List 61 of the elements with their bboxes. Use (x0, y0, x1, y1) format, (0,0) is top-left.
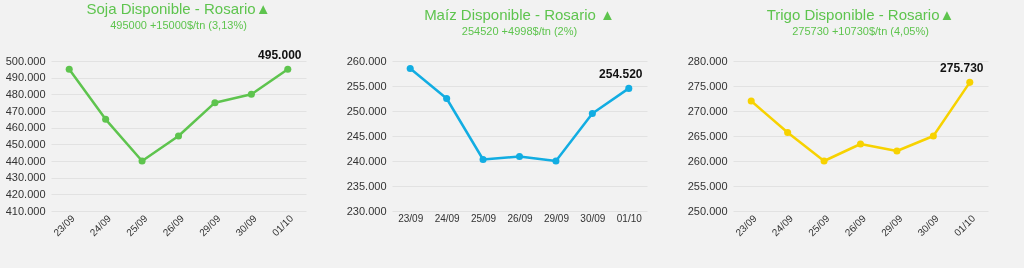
y-tick-label: 240.000 (346, 154, 387, 167)
point (552, 157, 560, 165)
point (747, 97, 755, 105)
x-tick-label: 23/09 (398, 212, 424, 224)
y-tick-label: 500.000 (5, 54, 46, 67)
point (65, 65, 73, 73)
y-tick-label: 270.000 (687, 104, 728, 117)
y-tick-label: 245.000 (346, 129, 387, 142)
y-tick-label: 275.000 (687, 79, 728, 92)
chart-title: Soja Disponible - Rosario▲ (86, 0, 271, 18)
point (588, 109, 596, 118)
chart-subtitle: 275730 +10730$/tn (4,05%) (792, 25, 929, 37)
y-tick-label: 470.000 (5, 104, 46, 117)
point (174, 132, 183, 140)
annotation: 254.520 (599, 67, 643, 82)
y-tick-label: 450.000 (5, 137, 46, 150)
y-tick-label: 260.000 (687, 154, 728, 167)
x-tick-label: 30/09 (580, 212, 606, 224)
chart-title: Trigo Disponible - Rosario▲ (766, 6, 955, 23)
y-tick-label: 235.000 (346, 179, 387, 192)
point (247, 90, 255, 98)
y-tick-label: 280.000 (687, 54, 728, 67)
y-tick-label: 440.000 (5, 154, 46, 167)
point (406, 64, 414, 73)
point (820, 157, 828, 165)
y-tick-label: 480.000 (5, 87, 46, 100)
x-tick-label: 01/10 (616, 212, 643, 224)
x-tick-label: 24/09 (434, 212, 461, 224)
chart-subtitle: 254520 +4998$/tn (2%) (461, 25, 578, 37)
x-tick-label: 25/09 (471, 212, 497, 224)
x-tick-label: 26/09 (507, 212, 533, 224)
x-tick-label: 29/09 (543, 212, 570, 224)
point (625, 84, 633, 92)
y-tick-label: 265.000 (687, 129, 728, 142)
y-tick-label: 255.000 (346, 79, 387, 92)
point (929, 132, 937, 140)
point (856, 140, 865, 148)
annotation: 275.730 (940, 61, 984, 76)
y-tick-label: 250.000 (346, 104, 387, 117)
annotation: 495.000 (258, 48, 302, 63)
y-tick-label: 490.000 (5, 71, 46, 84)
point (479, 155, 487, 164)
chart-title: Maíz Disponible - Rosario ▲ (424, 6, 615, 23)
point (515, 152, 524, 161)
chart-subtitle: 495000 +15000$/tn (3,13%) (110, 19, 247, 32)
point (784, 128, 792, 137)
y-tick-label: 460.000 (5, 121, 46, 134)
point (443, 94, 451, 103)
y-tick-label: 250.000 (687, 204, 728, 217)
point (284, 65, 292, 73)
point (966, 78, 974, 86)
point (138, 157, 146, 165)
y-tick-label: 430.000 (5, 171, 46, 184)
y-tick-label: 410.000 (5, 204, 46, 217)
point (211, 99, 219, 107)
point (102, 115, 110, 123)
y-tick-label: 420.000 (5, 187, 46, 200)
y-tick-label: 255.000 (687, 179, 728, 192)
point (893, 147, 901, 155)
y-tick-label: 260.000 (346, 54, 387, 67)
y-tick-label: 230.000 (346, 204, 387, 217)
